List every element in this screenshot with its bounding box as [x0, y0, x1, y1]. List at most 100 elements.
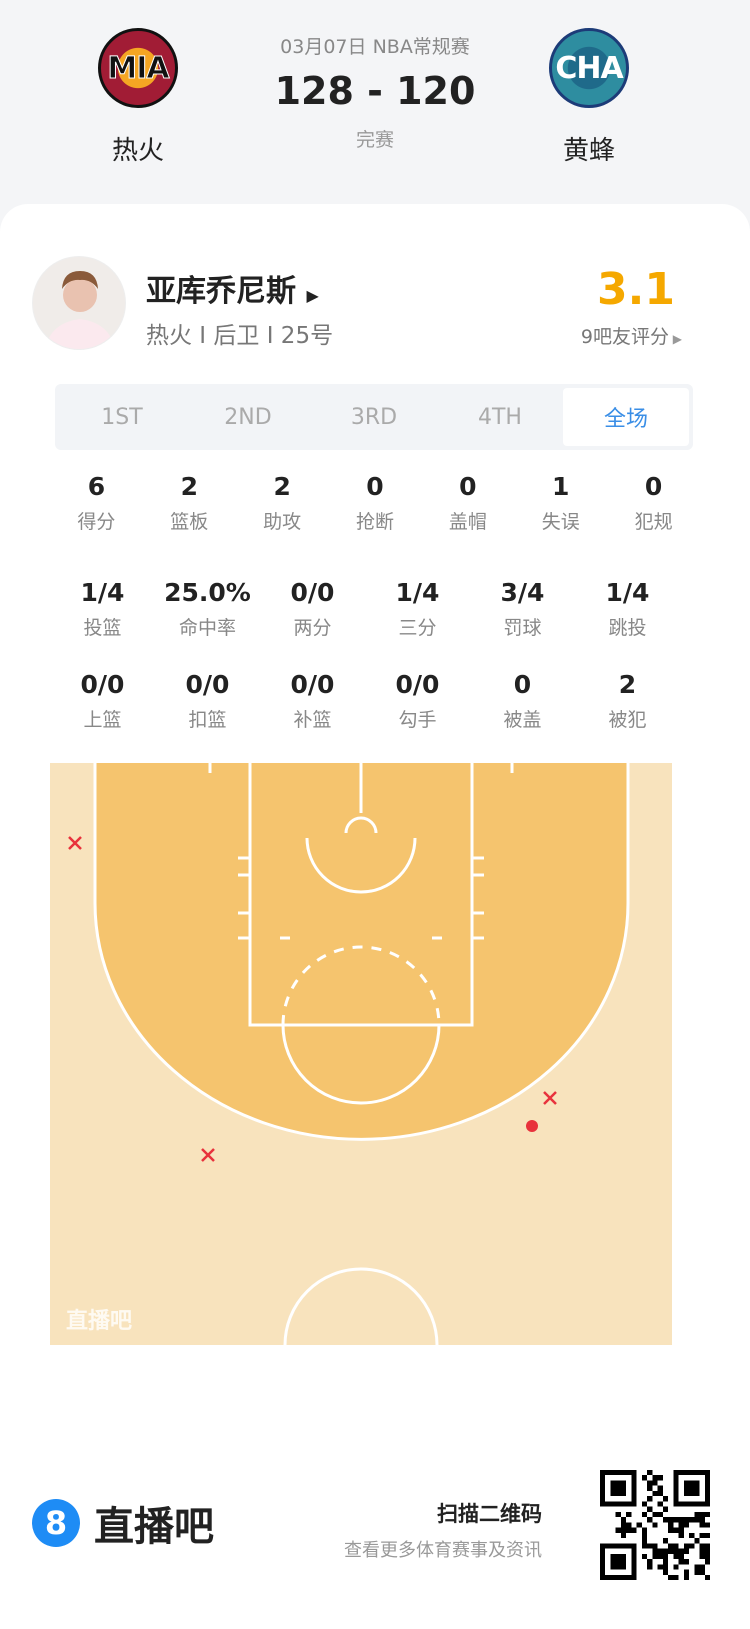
stat-value: 3/4: [500, 578, 545, 607]
footer: 8 直播吧 扫描二维码 查看更多体育赛事及资讯: [0, 1440, 750, 1629]
tab-4th[interactable]: 4TH: [478, 404, 522, 430]
stat-label: 跳投: [608, 617, 647, 639]
qr-code[interactable]: [600, 1470, 710, 1580]
stat-label: 失误: [541, 511, 580, 533]
stat-value: 2: [180, 472, 198, 501]
stat-cell: 2 助攻: [236, 472, 329, 534]
stat-cell: 0 犯规: [607, 472, 700, 534]
stat-value: 0: [513, 670, 532, 699]
match-status: 完赛: [355, 129, 394, 151]
watermark: 直播吧: [66, 1309, 133, 1334]
stat-value: 0/0: [80, 670, 125, 699]
match-header: MIA 热火 03月07日 NBA常规赛 128 - 120 完赛 CHA 黄蜂: [0, 0, 750, 210]
stat-cell: 2 被犯: [575, 670, 680, 732]
stat-cell: 0/0 上篮: [50, 670, 155, 732]
away-team-logo: CHA: [549, 28, 629, 108]
stats-row-basic: 6 得分 2 篮板 2 助攻 0 抢断 0 盖帽 1 失误 0 犯规: [50, 472, 700, 534]
stat-label: 三分: [398, 617, 437, 639]
tab-3rd[interactable]: 3RD: [350, 404, 398, 430]
stat-cell: 0 抢断: [329, 472, 422, 534]
stat-label: 助攻: [263, 511, 302, 533]
stat-cell: 0/0 勾手: [365, 670, 470, 732]
stat-value: 2: [618, 670, 637, 699]
player-meta: 热火 I 后卫 I 25号: [146, 323, 334, 349]
home-team-name: 热火: [111, 136, 164, 166]
stats-row-shooting: 1/4 投篮 25.0% 命中率 0/0 两分 1/4 三分 3/4 罚球 1/4 跳投: [50, 578, 680, 640]
stat-value: 1: [552, 472, 570, 501]
tab-2nd[interactable]: 2ND: [224, 404, 272, 430]
away-team[interactable]: CHA 黄蜂: [529, 28, 649, 167]
stat-value: 0/0: [395, 670, 440, 699]
three-point-area: [95, 763, 628, 1140]
stat-value: 25.0%: [164, 578, 251, 607]
brand-logo: 8 直播吧: [32, 1494, 214, 1552]
player-card: 亚库乔尼斯 ▶ 热火 I 后卫 I 25号 3.1 9吧友评分 ▶ 1ST 2N…: [0, 204, 750, 1629]
stat-cell: 2 篮板: [143, 472, 236, 534]
raters-text: 9吧友评分: [580, 326, 669, 348]
scan-title: 扫描二维码: [437, 1502, 542, 1526]
ft-circle-bottom: [281, 1024, 441, 1105]
stat-value: 6: [87, 472, 106, 501]
center-circle: [283, 1267, 439, 1346]
home-team[interactable]: MIA 热火: [78, 28, 198, 167]
stat-label: 犯规: [634, 511, 673, 533]
player-name-text: 亚库乔尼斯: [146, 274, 296, 309]
rating-link[interactable]: 9吧友评分 ▶: [581, 322, 682, 349]
shot-chart: 直播吧: [50, 758, 672, 1346]
stat-label: 两分: [293, 617, 332, 639]
three-point-line: [93, 763, 630, 1141]
stat-cell: 0 盖帽: [421, 472, 514, 534]
stat-label: 投篮: [83, 617, 122, 639]
stat-cell: 0/0 扣篮: [155, 670, 260, 732]
brand-icon: 8: [32, 1499, 80, 1547]
tab-1st[interactable]: 1ST: [101, 404, 143, 430]
stat-cell: 6 得分: [50, 472, 143, 534]
stat-value: 0/0: [290, 670, 335, 699]
period-tabs: 1ST 2ND 3RD 4TH 全场: [55, 384, 693, 450]
match-date: 03月07日 NBA常规赛: [280, 36, 470, 58]
stat-cell: 0/0 补篮: [260, 670, 365, 732]
stat-cell: 3/4 罚球: [470, 578, 575, 640]
player-avatar[interactable]: [32, 256, 126, 350]
stat-cell: 25.0% 命中率: [155, 578, 260, 640]
stat-value: 0: [366, 472, 384, 501]
stat-label: 罚球: [503, 617, 542, 639]
restricted-area: [305, 837, 417, 894]
stat-cell: 1 失误: [514, 472, 607, 534]
court-svg: [50, 758, 672, 1346]
stats-row-shot-types: 0/0 上篮 0/0 扣篮 0/0 补篮 0/0 勾手 0 被盖 2 被犯: [50, 670, 680, 732]
shot-missed-marker: [68, 836, 82, 850]
stat-value: 1/4: [605, 578, 650, 607]
shot-made-marker: [526, 1120, 538, 1132]
home-team-logo: MIA: [98, 28, 178, 108]
stat-label: 补篮: [293, 709, 332, 731]
caret-right-icon: ▶: [668, 332, 682, 346]
stat-label: 命中率: [178, 617, 236, 639]
stat-value: 0: [459, 472, 477, 501]
tab-full-game[interactable]: 全场: [563, 388, 689, 446]
stat-value: 2: [273, 472, 291, 501]
stat-label: 篮板: [170, 511, 209, 533]
stat-cell: 1/4 三分: [365, 578, 470, 640]
brand-name: 直播吧: [94, 1504, 214, 1550]
stat-label: 得分: [77, 511, 116, 533]
stat-value: 0/0: [185, 670, 230, 699]
match-score: 128 - 120: [274, 69, 476, 113]
stat-label: 盖帽: [448, 511, 487, 533]
scan-subtitle: 查看更多体育赛事及资讯: [344, 1540, 542, 1561]
stat-value: 0: [644, 472, 663, 501]
stat-label: 被盖: [503, 709, 542, 731]
stat-cell: 1/4 投篮: [50, 578, 155, 640]
stat-label: 扣篮: [188, 709, 227, 731]
player-name[interactable]: 亚库乔尼斯 ▶: [146, 266, 319, 310]
stat-value: 1/4: [80, 578, 125, 607]
away-team-name: 黄蜂: [562, 136, 615, 166]
stat-label: 勾手: [398, 709, 437, 731]
ft-circle-top: [281, 945, 441, 1026]
stat-cell: 0 被盖: [470, 670, 575, 732]
shot-missed-marker: [543, 1091, 557, 1105]
stat-cell: 0/0 两分: [260, 578, 365, 640]
rim: [344, 816, 378, 834]
stat-label: 上篮: [83, 709, 122, 731]
stat-label: 抢断: [356, 511, 395, 533]
